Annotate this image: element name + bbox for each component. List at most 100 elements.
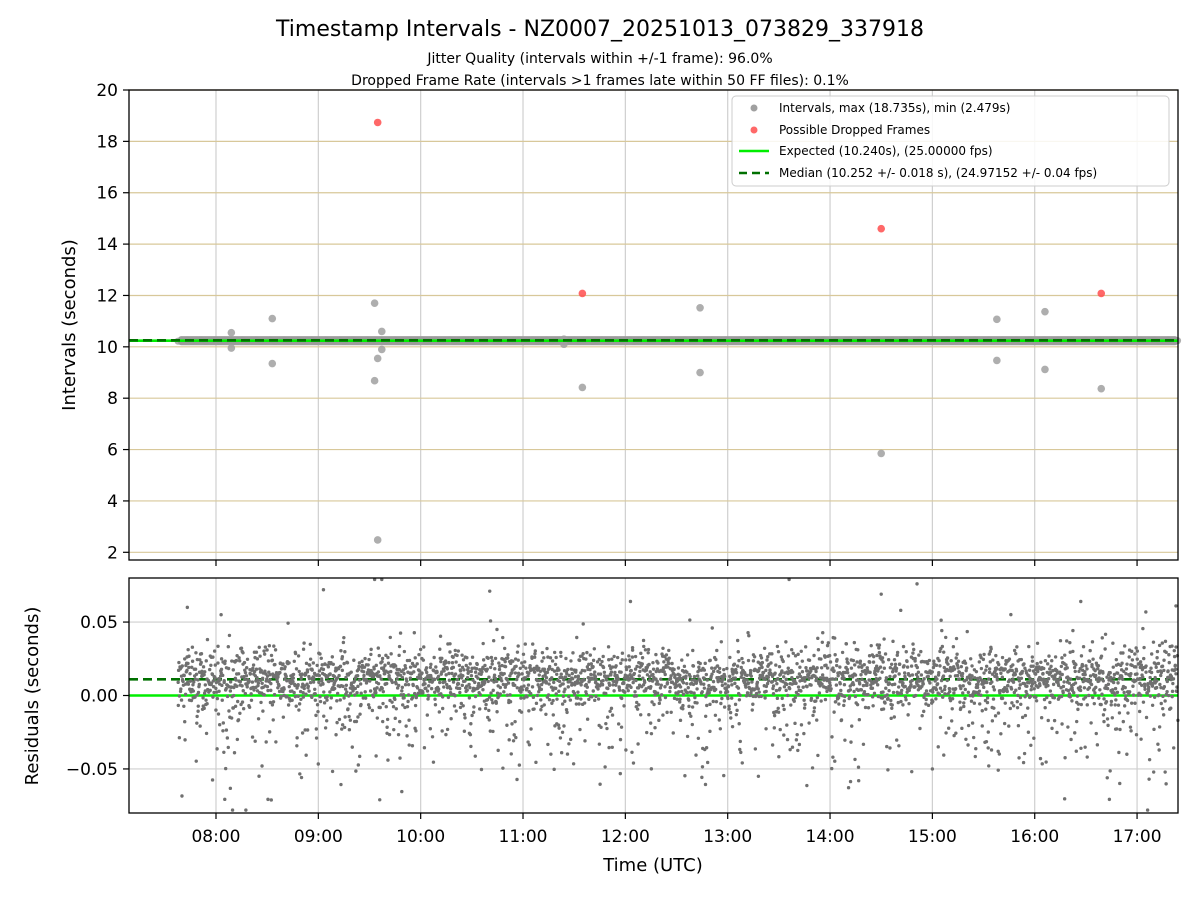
residual-point (337, 673, 341, 678)
residual-point (1023, 695, 1027, 699)
residual-point (1161, 713, 1166, 717)
residual-point (612, 654, 616, 659)
residual-point (711, 679, 716, 684)
residual-point (317, 680, 321, 685)
residual-point (502, 690, 506, 694)
residual-point (356, 763, 361, 767)
residual-point (807, 658, 812, 662)
residual-point (698, 661, 702, 666)
residual-point (812, 709, 816, 714)
residual-point (735, 664, 740, 668)
residual-point (460, 683, 464, 688)
residual-point (687, 711, 692, 716)
residual-point (1167, 653, 1171, 657)
residual-point (1118, 781, 1122, 786)
residual-point (662, 660, 666, 664)
residual-point (410, 744, 415, 748)
residual-point (1076, 702, 1081, 706)
residual-point (622, 681, 626, 686)
bottom-xtick-label-4: 12:00 (601, 827, 650, 847)
residual-point (265, 674, 270, 678)
residual-point (1160, 664, 1165, 668)
residual-point (198, 724, 202, 728)
residual-point (1028, 676, 1032, 681)
residual-point (307, 663, 312, 667)
residual-point (1073, 681, 1078, 685)
residual-point (445, 727, 450, 732)
residual-point (784, 677, 788, 682)
residual-point (266, 797, 270, 802)
residual-point (269, 688, 273, 693)
residual-point (571, 762, 576, 766)
top-ytick-label-3: 8 (107, 389, 118, 409)
residual-point (489, 655, 494, 660)
residual-point (232, 693, 236, 698)
residual-point (632, 671, 637, 676)
residual-point (884, 679, 889, 684)
residual-point (721, 677, 725, 681)
residual-point (835, 658, 839, 662)
residual-point (1040, 762, 1044, 766)
residual-point (909, 664, 914, 668)
residual-point (386, 758, 390, 762)
residual-point (369, 652, 373, 657)
residual-point (832, 710, 836, 714)
residual-point (1141, 626, 1145, 631)
residual-point (581, 622, 585, 626)
residual-point (197, 682, 202, 687)
residual-point (436, 674, 441, 679)
residual-point (1006, 683, 1010, 688)
residual-point (1041, 671, 1045, 676)
residual-point (270, 703, 275, 707)
residual-point (537, 666, 541, 671)
residual-point (705, 678, 710, 682)
residual-point (315, 703, 320, 707)
residual-point (642, 644, 646, 649)
residual-point (653, 693, 657, 697)
residual-point (337, 717, 342, 722)
residual-point (429, 662, 433, 667)
residual-point (305, 668, 310, 672)
residual-point (717, 718, 721, 722)
residual-point (727, 704, 731, 708)
residual-point (1022, 751, 1027, 756)
residual-point (944, 731, 948, 735)
residual-point (520, 688, 525, 692)
residual-point (838, 682, 842, 686)
residual-point (964, 668, 968, 673)
residual-point (1095, 743, 1100, 747)
residual-point (1055, 730, 1059, 735)
residual-point (1039, 660, 1043, 665)
residual-point (284, 674, 288, 679)
residual-point (1071, 628, 1075, 633)
residual-point (646, 651, 650, 655)
residual-point (1068, 677, 1073, 681)
residual-point (518, 666, 523, 671)
residual-point (1147, 685, 1151, 690)
residual-point (1010, 701, 1014, 705)
residual-point (483, 663, 487, 668)
residual-point (759, 694, 763, 699)
residual-point (819, 666, 824, 670)
residual-point (1134, 732, 1139, 737)
residual-point (665, 710, 669, 715)
residual-point (900, 688, 904, 693)
residual-point (764, 727, 768, 731)
residual-point (522, 684, 526, 688)
residual-point (1016, 724, 1021, 728)
residual-point (347, 714, 351, 719)
residual-point (846, 661, 850, 665)
residual-point (817, 691, 822, 695)
residual-point (1163, 699, 1167, 703)
residual-point (836, 696, 841, 700)
interval-point-0 (227, 328, 236, 337)
residual-point (392, 727, 396, 732)
residual-point (228, 689, 233, 693)
residual-point (451, 680, 456, 684)
residual-point (546, 693, 551, 697)
residual-point (832, 636, 837, 640)
residual-point (707, 691, 711, 695)
residual-point (757, 690, 761, 694)
residual-point (774, 663, 778, 667)
residual-point (648, 670, 652, 674)
